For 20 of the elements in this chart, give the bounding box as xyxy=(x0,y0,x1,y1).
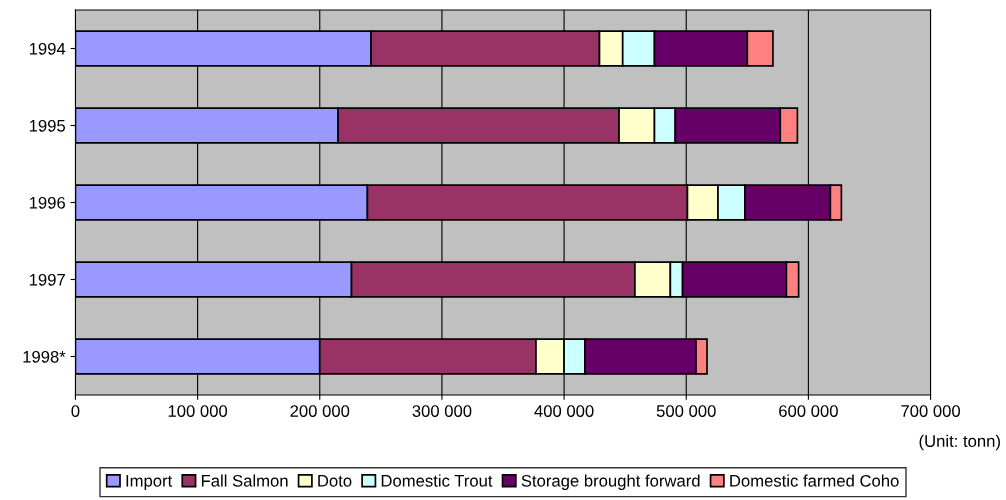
legend-label: Storage brought forward xyxy=(521,474,700,490)
y-tick-label: 1994 xyxy=(29,42,66,55)
x-tick-label: 0 xyxy=(71,405,80,417)
y-tick-label: 1997 xyxy=(29,273,65,286)
x-tick-label: 600 000 xyxy=(779,405,838,417)
x-tick-label: 500 000 xyxy=(656,405,716,417)
y-tick-label: 1996 xyxy=(29,196,65,209)
x-tick-label: 300 000 xyxy=(412,405,472,417)
legend-label: Doto xyxy=(318,475,352,487)
y-tick-label: 1998* xyxy=(23,350,66,363)
y-tick-label: 1995 xyxy=(29,119,66,132)
legend-label: Import xyxy=(126,475,173,490)
x-tick-label: 200 000 xyxy=(290,405,350,417)
x-tick-label: 400 000 xyxy=(534,405,594,417)
x-tick-label: 700 000 xyxy=(901,405,961,417)
x-tick-label: 100 000 xyxy=(168,405,228,417)
legend-label: Domestic farmed Coho xyxy=(730,474,899,487)
legend-label: Fall Salmon xyxy=(201,474,288,487)
text: (Unit: tonn) xyxy=(919,434,1000,451)
legend-label: Domestic Trout xyxy=(381,474,493,487)
